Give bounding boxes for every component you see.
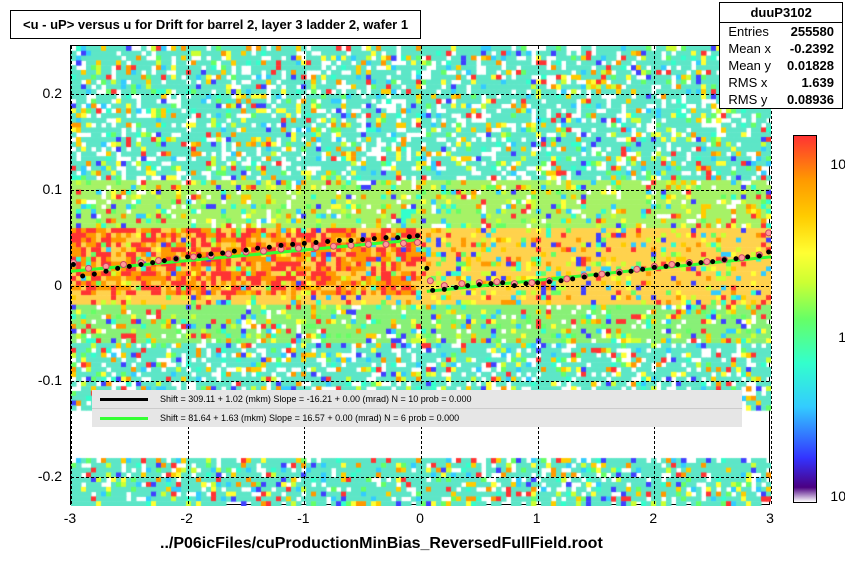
stats-row: RMS y0.08936 [720,91,842,108]
x-tick: 3 [766,510,774,526]
y-tick: -0.1 [0,372,62,388]
plot-area [70,45,770,505]
colorbar-tick: 10 [822,488,845,504]
chart-title: <u - uP> versus u for Drift for barrel 2… [10,10,421,39]
y-tick: 0.1 [0,181,62,197]
x-tick: 1 [533,510,541,526]
stats-row: RMS x1.639 [720,74,842,91]
footer-path: ../P06icFiles/cuProductionMinBias_Revers… [160,535,603,553]
heatmap [71,46,771,506]
y-tick: 0 [0,277,62,293]
colorbar-tick: 10 [822,156,845,172]
stats-row: Entries255580 [720,23,842,40]
stats-row: Mean y0.01828 [720,57,842,74]
x-tick: -2 [180,510,192,526]
stats-row: Mean x-0.2392 [720,40,842,57]
legend-row: Shift = 81.64 + 1.63 (mkm) Slope = 16.57… [92,409,742,427]
legend-box: Shift = 309.11 + 1.02 (mkm) Slope = -16.… [92,390,742,427]
stats-name: duuP3102 [720,3,842,23]
y-tick: 0.2 [0,85,62,101]
y-tick: -0.2 [0,468,62,484]
stats-box: duuP3102 Entries255580Mean x-0.2392Mean … [719,2,843,109]
colorbar-tick: 1 [822,329,845,345]
x-tick: -1 [297,510,309,526]
x-tick: 0 [416,510,424,526]
x-tick: 2 [649,510,657,526]
colorbar [793,135,817,503]
x-tick: -3 [64,510,76,526]
legend-row: Shift = 309.11 + 1.02 (mkm) Slope = -16.… [92,390,742,409]
